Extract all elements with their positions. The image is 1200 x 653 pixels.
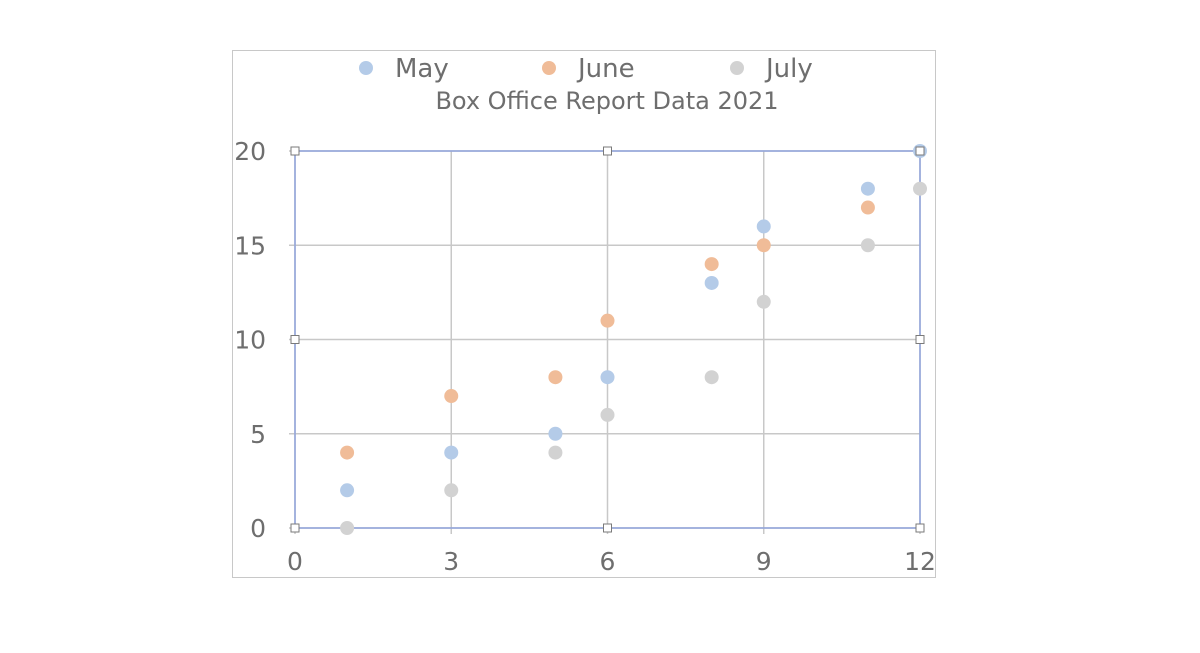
data-point-june <box>444 389 459 404</box>
data-point-may <box>704 275 719 290</box>
legend-label-june: June <box>576 54 635 84</box>
y-tick-label: 5 <box>250 420 266 449</box>
data-point-june <box>704 257 719 272</box>
y-tick-label: 0 <box>250 514 266 543</box>
y-tick-label: 15 <box>234 231 266 260</box>
axis-labels: 0 5 10 15 20 0 3 6 9 12 <box>234 137 936 576</box>
data-point-june <box>756 238 771 253</box>
legend-label-may: May <box>395 54 449 84</box>
data-point-july <box>860 238 875 253</box>
resize-handle[interactable] <box>290 523 300 533</box>
data-point-may <box>340 483 355 498</box>
resize-handle[interactable] <box>290 146 300 156</box>
x-tick-label: 9 <box>756 547 772 576</box>
chart-area[interactable] <box>232 50 936 578</box>
data-point-july <box>913 181 927 196</box>
chart-title: Box Office Report Data 2021 <box>435 87 778 115</box>
data-point-july <box>444 483 459 498</box>
selection-handles[interactable] <box>290 146 925 533</box>
data-point-june <box>600 313 615 328</box>
data-point-may <box>860 181 875 196</box>
y-tick-label: 20 <box>234 137 266 166</box>
legend: May June July <box>359 54 813 84</box>
data-point-july <box>600 407 615 422</box>
gridlines <box>289 150 921 534</box>
data-point-may <box>444 445 459 460</box>
resize-handle[interactable] <box>915 335 925 344</box>
resize-handle[interactable] <box>915 146 925 156</box>
data-point-may <box>756 219 771 234</box>
legend-marker-may <box>359 61 373 75</box>
data-point-june <box>340 445 355 460</box>
y-tick-label: 10 <box>234 326 266 355</box>
data-point-may <box>600 370 615 385</box>
data-point-june <box>860 200 875 215</box>
resize-handle[interactable] <box>915 523 925 533</box>
x-tick-label: 12 <box>904 547 936 576</box>
legend-marker-july <box>730 61 744 75</box>
x-tick-label: 6 <box>600 547 616 576</box>
x-tick-label: 3 <box>443 547 459 576</box>
data-point-july <box>340 521 355 535</box>
legend-marker-june <box>542 61 556 75</box>
data-point-july <box>548 445 563 460</box>
data-point-june <box>548 370 563 385</box>
resize-handle[interactable] <box>603 146 612 156</box>
data-point-july <box>704 370 719 385</box>
data-point-may <box>548 426 563 441</box>
resize-handle[interactable] <box>603 523 612 533</box>
x-tick-label: 0 <box>287 547 303 576</box>
data-point-july <box>756 294 771 309</box>
resize-handle[interactable] <box>290 335 300 344</box>
legend-label-july: July <box>764 54 813 84</box>
